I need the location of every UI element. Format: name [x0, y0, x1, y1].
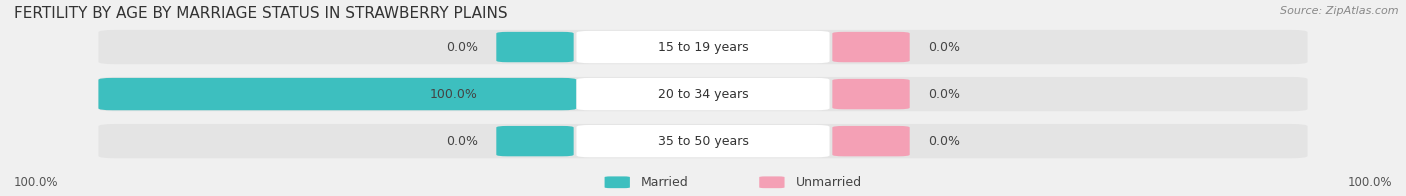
- Text: Married: Married: [641, 176, 689, 189]
- Text: 100.0%: 100.0%: [14, 176, 59, 189]
- FancyBboxPatch shape: [496, 32, 574, 62]
- FancyBboxPatch shape: [98, 77, 1308, 111]
- Text: 0.0%: 0.0%: [928, 88, 960, 101]
- Text: 0.0%: 0.0%: [928, 41, 960, 54]
- Text: 15 to 19 years: 15 to 19 years: [658, 41, 748, 54]
- FancyBboxPatch shape: [496, 126, 574, 156]
- FancyBboxPatch shape: [576, 31, 830, 63]
- FancyBboxPatch shape: [576, 125, 830, 157]
- Text: 100.0%: 100.0%: [430, 88, 478, 101]
- Text: 0.0%: 0.0%: [446, 135, 478, 148]
- FancyBboxPatch shape: [832, 32, 910, 62]
- Text: 35 to 50 years: 35 to 50 years: [658, 135, 748, 148]
- FancyBboxPatch shape: [759, 176, 785, 188]
- FancyBboxPatch shape: [496, 79, 574, 109]
- Text: 20 to 34 years: 20 to 34 years: [658, 88, 748, 101]
- Text: 0.0%: 0.0%: [928, 135, 960, 148]
- Text: FERTILITY BY AGE BY MARRIAGE STATUS IN STRAWBERRY PLAINS: FERTILITY BY AGE BY MARRIAGE STATUS IN S…: [14, 6, 508, 21]
- FancyBboxPatch shape: [98, 78, 576, 110]
- FancyBboxPatch shape: [576, 78, 830, 110]
- Text: 100.0%: 100.0%: [1347, 176, 1392, 189]
- Text: Unmarried: Unmarried: [796, 176, 862, 189]
- FancyBboxPatch shape: [98, 30, 1308, 64]
- FancyBboxPatch shape: [832, 126, 910, 156]
- FancyBboxPatch shape: [832, 79, 910, 109]
- FancyBboxPatch shape: [605, 176, 630, 188]
- Text: Source: ZipAtlas.com: Source: ZipAtlas.com: [1281, 6, 1399, 16]
- FancyBboxPatch shape: [98, 124, 1308, 158]
- Text: 0.0%: 0.0%: [446, 41, 478, 54]
